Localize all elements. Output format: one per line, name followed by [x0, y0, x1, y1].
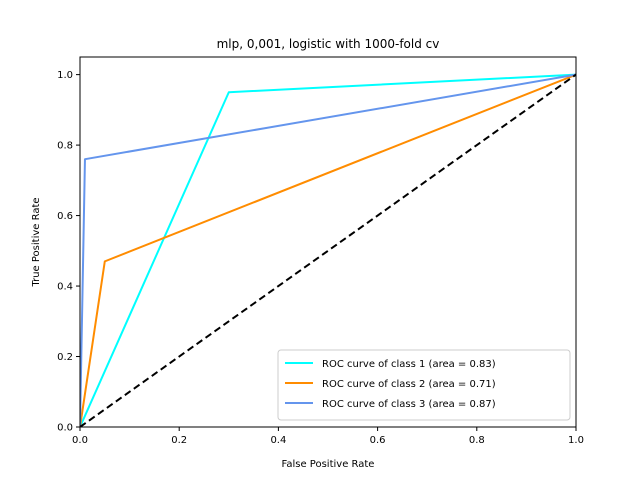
y-tick-label: 0.4 [57, 282, 73, 293]
series-layer [80, 73, 576, 427]
y-tick-label: 0.8 [57, 141, 73, 152]
legend-box [277, 349, 571, 421]
y-tick-label: 0.2 [57, 352, 73, 363]
x-axis: 0.0 0.2 0.4 0.6 0.8 1.0 [72, 427, 584, 446]
series-line-class-1 [80, 73, 576, 427]
y-tick-label: 0.6 [57, 211, 73, 222]
legend-label-class-3: ROC curve of class 3 (area = 0.87) [322, 399, 496, 410]
x-tick-label: 0.0 [72, 435, 88, 446]
chance-reference-line [80, 73, 576, 427]
x-tick-label: 0.8 [469, 435, 485, 446]
y-tick-label: 0.0 [57, 423, 73, 434]
legend-label-class-1: ROC curve of class 1 (area = 0.83) [322, 359, 496, 370]
legend-label-class-2: ROC curve of class 2 (area = 0.71) [322, 379, 496, 390]
chart-title: mlp, 0,001, logistic with 1000-fold cv [217, 37, 440, 51]
y-axis-label: True Positive Rate [31, 197, 42, 287]
y-tick-label: 1.0 [57, 70, 73, 81]
plot-frame [79, 56, 577, 428]
legend: ROC curve of class 1 (area = 0.83) ROC cu… [277, 349, 571, 421]
x-axis-label: False Positive Rate [282, 459, 375, 470]
series-line-class-3 [80, 73, 576, 427]
y-axis: 0.0 0.2 0.4 0.6 0.8 1.0 [57, 70, 80, 434]
x-tick-label: 0.4 [270, 435, 286, 446]
series-line-class-2 [80, 73, 576, 427]
x-tick-label: 0.6 [370, 435, 386, 446]
x-tick-label: 0.2 [171, 435, 187, 446]
x-tick-label: 1.0 [568, 435, 584, 446]
